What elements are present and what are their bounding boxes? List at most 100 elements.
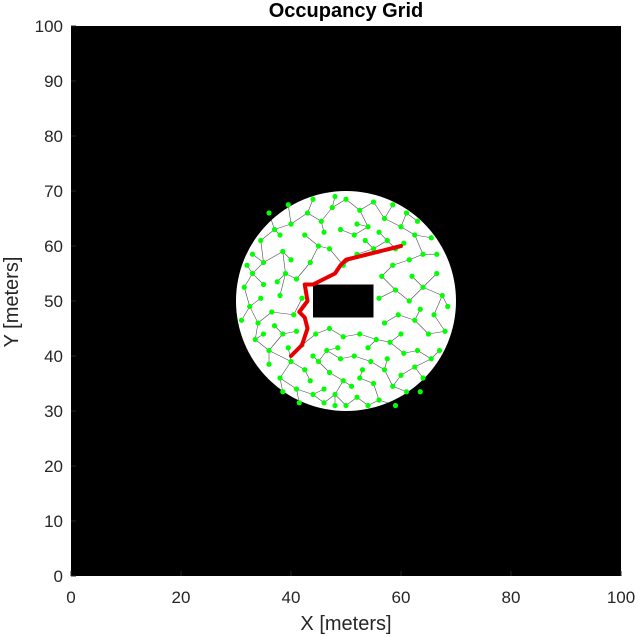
tree-node: [249, 270, 256, 277]
tree-node: [340, 378, 346, 384]
tree-node: [277, 375, 283, 381]
tree-edge: [400, 226, 415, 236]
tree-edge: [279, 273, 286, 296]
tree-node: [266, 361, 272, 367]
tree-edge: [304, 234, 319, 247]
tree-node: [310, 353, 316, 359]
tree-node: [315, 358, 322, 365]
tree-node: [343, 402, 349, 409]
tree-node: [439, 292, 445, 299]
tree-node: [373, 336, 379, 343]
tree-node: [390, 383, 396, 389]
tree-node: [296, 400, 302, 406]
y-tick-label: 100: [35, 17, 63, 36]
tree-node: [326, 369, 333, 376]
tree-edge: [290, 212, 308, 225]
tree-edge: [433, 314, 446, 332]
tree-node: [313, 331, 319, 337]
tree-node: [315, 243, 322, 249]
tree-node: [357, 375, 363, 381]
tree-node: [412, 364, 418, 370]
tree-edge: [279, 377, 297, 390]
tree-node: [285, 345, 291, 351]
tree-edge: [384, 369, 394, 387]
tree-node: [376, 295, 382, 301]
tree-edge: [354, 355, 371, 362]
tree-node: [414, 218, 421, 224]
tree-node: [280, 248, 286, 255]
tree-node: [428, 356, 434, 362]
tree-edge: [373, 240, 388, 250]
tree-node: [241, 284, 247, 290]
tree-node: [310, 196, 316, 202]
tree-node: [310, 391, 316, 398]
tree-node: [318, 218, 324, 224]
tree-node: [282, 270, 289, 277]
tree-edge: [395, 289, 410, 302]
tree-node: [260, 281, 267, 288]
tree-node: [365, 402, 371, 409]
tree-node: [414, 347, 421, 354]
tree-edge: [287, 204, 292, 225]
tree-node: [258, 295, 264, 301]
tree-edge: [384, 218, 402, 228]
tree-node: [370, 246, 377, 252]
tree-node: [398, 224, 404, 230]
tree-edge: [268, 212, 275, 230]
tree-node: [434, 270, 440, 277]
tree-node: [381, 215, 388, 222]
tree-edge: [257, 311, 272, 324]
tree-node: [403, 389, 410, 395]
y-tick-label: 70: [44, 182, 63, 201]
x-axis: 0 20 40 60 80 100: [66, 571, 635, 607]
tree-node: [293, 386, 300, 392]
tree-node: [238, 317, 245, 323]
tree-node: [332, 391, 338, 398]
tree-node: [271, 323, 278, 329]
tree-node: [304, 210, 311, 216]
tree-node: [326, 246, 333, 252]
tree-edge: [255, 339, 270, 351]
y-axis: 0 10 20 30 40 50 60 70 80 90 100: [35, 17, 76, 586]
tree-edge: [359, 210, 369, 227]
tree-edge: [356, 248, 374, 255]
tree-node: [357, 331, 363, 337]
tree-node: [280, 331, 286, 337]
tree-node: [291, 312, 297, 318]
tree-node: [384, 356, 390, 362]
tree-node: [337, 356, 344, 362]
tree-edge: [359, 201, 374, 211]
tree-edge: [422, 273, 437, 288]
tree-edge: [243, 273, 253, 288]
tree-node: [376, 229, 382, 235]
tree-node: [293, 276, 300, 282]
tree-node: [321, 229, 327, 235]
tree-node: [420, 284, 426, 290]
tree-node: [387, 339, 393, 345]
tree-edge: [268, 333, 283, 351]
tree-edge: [307, 212, 322, 222]
tree-node: [348, 383, 355, 389]
tree-node: [370, 199, 377, 205]
tree-node: [436, 347, 443, 354]
tree-node: [274, 279, 280, 285]
tree-node: [269, 309, 275, 315]
tree-node: [442, 328, 448, 334]
tree-node: [252, 336, 258, 343]
tree-node: [321, 400, 327, 406]
tree-edge: [373, 383, 380, 401]
tree-node: [359, 367, 366, 373]
tree-edge: [241, 306, 251, 321]
tree-node: [412, 232, 418, 238]
tree-node: [293, 328, 300, 334]
tree-edge: [260, 229, 275, 241]
tree-node: [354, 221, 360, 227]
tree-node: [412, 317, 418, 323]
tree-node: [280, 389, 286, 395]
y-tick-label: 40: [44, 347, 63, 366]
tree-edge: [290, 361, 305, 371]
x-tick-label: 40: [282, 588, 301, 607]
tree-edge: [414, 234, 432, 239]
tree-edge: [422, 286, 443, 296]
tree-edge: [384, 314, 399, 324]
